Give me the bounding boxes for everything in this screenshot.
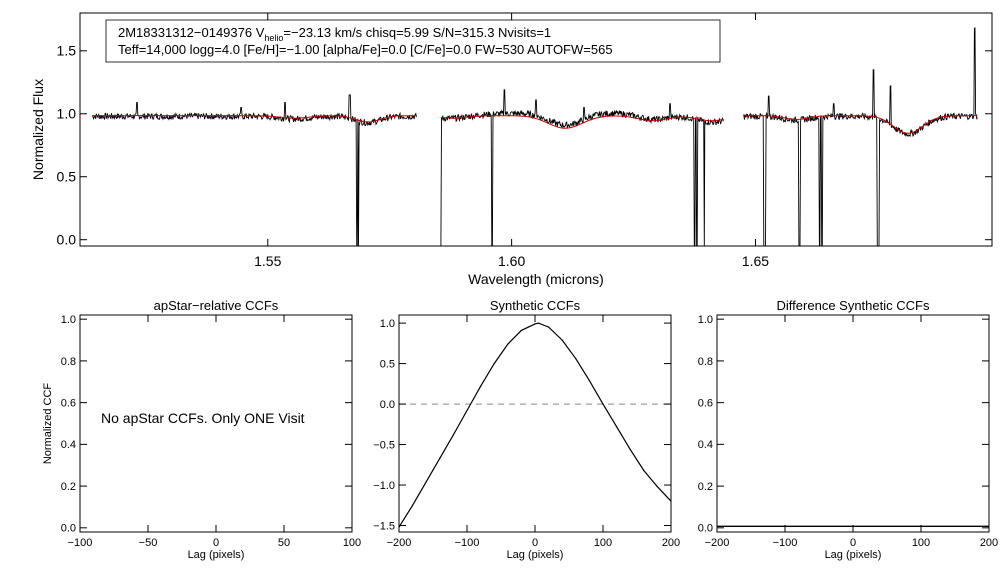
difference-ccf-panel: −200 −100 0 100 200 0.0 0.2 0.4 0.6 0.8 1.0 Differ… [698, 298, 998, 561]
apstar-xtick-label: 50 [278, 537, 290, 549]
synthetic-ccf-point [507, 343, 509, 345]
apstar-ytick-label: 0.2 [61, 481, 76, 493]
synthetic-ccf-panel: −200 −100 0 100 200 −1.5 −1.0 −0.5 0.0 0.5 1.0 Syn… [373, 298, 680, 561]
observed-spectrum-chip-2 [440, 89, 724, 247]
apstar-ylabel: Normalized CCF [42, 383, 54, 465]
model-spectrum-chip-1 [92, 115, 417, 123]
synthetic-ccf-point [537, 322, 540, 324]
observed-spectrum-chip-3 [743, 27, 978, 247]
difference-ytick-label: 1.0 [698, 314, 713, 326]
spectrum-ytick-label: 1.5 [57, 43, 77, 59]
apstar-xtick-label: 0 [213, 537, 219, 549]
synthetic-xtick-label: 0 [532, 537, 538, 549]
difference-title: Difference Synthetic CCFs [777, 298, 930, 313]
synthetic-ytick-label: −0.5 [373, 439, 395, 451]
spectrum-ylabel: Normalized Flux [30, 79, 46, 180]
apstar-title: apStar−relative CCFs [154, 298, 279, 313]
observed-spectrum-chip-1 [91, 94, 417, 247]
synthetic-ccf-point [616, 426, 618, 428]
spectrum-ytick-label: 1.0 [57, 106, 77, 122]
spectrum-ytick-label: 0.0 [57, 232, 77, 248]
synthetic-ccf-point [656, 486, 659, 488]
info-line-1-pre: 2M18331312−0149376 V [118, 25, 265, 40]
spectrum-xtick-label: 1.60 [498, 253, 525, 269]
synthetic-xtick-label: −100 [455, 537, 480, 549]
synthetic-ccf-point [493, 363, 495, 365]
difference-xtick-label: 0 [850, 537, 856, 549]
apstar-ytick-label: 0.0 [61, 523, 76, 535]
synthetic-xtick-label: −200 [387, 537, 412, 549]
apstar-ytick-label: 0.8 [61, 356, 76, 368]
synthetic-ccf-point [520, 329, 523, 331]
apstar-axis-ticks: −100 −50 0 50 100 0.0 0.2 0.4 0.6 0.8 1.0 [61, 314, 361, 549]
spectrum-xlabel: Wavelength (microns) [468, 271, 604, 287]
spectrum-xtick-label: 1.55 [254, 253, 281, 269]
synthetic-ccf-point [412, 504, 414, 506]
synthetic-ccf-curve [398, 322, 672, 528]
synthetic-ccf-point [561, 339, 563, 341]
difference-ytick-label: 0.8 [698, 356, 713, 368]
synthetic-ytick-label: 0.5 [380, 358, 395, 370]
synthetic-ccf-points [398, 322, 672, 528]
spectrum-plot-frame [79, 12, 993, 247]
synthetic-ccf-point [425, 481, 427, 483]
synthetic-ytick-label: −1.5 [373, 520, 395, 532]
spectrum-panel: 1.55 1.60 1.65 0.0 0.5 1.0 1.5 Wavelength (mic… [30, 12, 993, 287]
synthetic-ccf-point [629, 448, 631, 450]
difference-xtick-label: −100 [773, 537, 798, 549]
info-box [105, 19, 721, 63]
synthetic-ccf-point [466, 409, 468, 412]
apstar-xtick-label: 100 [343, 537, 361, 549]
difference-xlabel: Lag (pixels) [825, 549, 882, 561]
synthetic-xlabel: Lag (pixels) [507, 549, 564, 561]
apstar-ccf-panel: −100 −50 0 50 100 0.0 0.2 0.4 0.6 0.8 1.0 apStar−r… [42, 298, 361, 561]
info-line-1: 2M18331312−0149376 Vhelio=−23.13 km/s ch… [118, 25, 551, 43]
difference-ytick-label: 0.2 [698, 481, 713, 493]
synthetic-ccf-point [452, 434, 454, 436]
difference-ytick-label: 0.6 [698, 397, 713, 409]
difference-ytick-label: 0.0 [698, 523, 713, 535]
difference-xtick-label: −200 [705, 537, 730, 549]
info-line-1-post: =−23.13 km/s chisq=5.99 S/N=315.3 Nvisit… [283, 25, 551, 40]
info-line-1-sub: helio [264, 33, 283, 43]
synthetic-ytick-label: 1.0 [380, 318, 395, 330]
info-line-2: Teff=14,000 logg=4.0 [Fe/H]=−1.00 [alpha… [118, 42, 613, 57]
synthetic-plot-frame [398, 314, 672, 533]
synthetic-ccf-point [588, 380, 591, 382]
apstar-xtick-label: −50 [139, 537, 158, 549]
synthetic-ccf-point [602, 403, 604, 405]
synthetic-xtick-label: 200 [662, 537, 680, 549]
difference-ytick-label: 0.4 [698, 439, 713, 451]
synthetic-axis-ticks: −200 −100 0 100 200 −1.5 −1.0 −0.5 0.0 0.5 1.0 [373, 315, 680, 549]
synthetic-xtick-label: 100 [594, 537, 612, 549]
difference-axis-ticks: −200 −100 0 100 200 0.0 0.2 0.4 0.6 0.8 1.0 [698, 314, 998, 549]
synthetic-ccf-point [575, 358, 577, 360]
synthetic-ytick-label: −1.0 [373, 480, 395, 492]
difference-plot-frame [716, 314, 990, 533]
apstar-ytick-label: 1.0 [61, 314, 76, 326]
synthetic-title: Synthetic CCFs [490, 298, 581, 313]
apstar-xlabel: Lag (pixels) [188, 549, 245, 561]
synthetic-ccf-point [643, 469, 645, 472]
apstar-ytick-label: 0.4 [61, 439, 76, 451]
model-spectrum-chip-2 [440, 115, 724, 129]
spectrum-axis-ticks: 1.55 1.60 1.65 0.0 0.5 1.0 1.5 [57, 13, 992, 269]
model-spectrum-chip-3 [743, 115, 978, 134]
spectrum-traces [91, 27, 978, 247]
synthetic-ccf-point [439, 457, 441, 459]
synthetic-ccf-point [534, 323, 536, 325]
synthetic-ccf-point [480, 385, 482, 387]
apstar-no-ccf-message: No apStar CCFs. Only ONE Visit [101, 410, 305, 426]
synthetic-ytick-label: 0.0 [380, 399, 395, 411]
difference-xtick-label: 200 [980, 537, 998, 549]
difference-xtick-label: 100 [912, 537, 930, 549]
spectrum-xtick-label: 1.65 [742, 253, 769, 269]
apstar-ytick-label: 0.6 [61, 397, 76, 409]
spectrum-ytick-label: 0.5 [57, 169, 77, 185]
synthetic-ccf-point [548, 326, 550, 328]
apstar-xtick-label: −100 [68, 537, 93, 549]
